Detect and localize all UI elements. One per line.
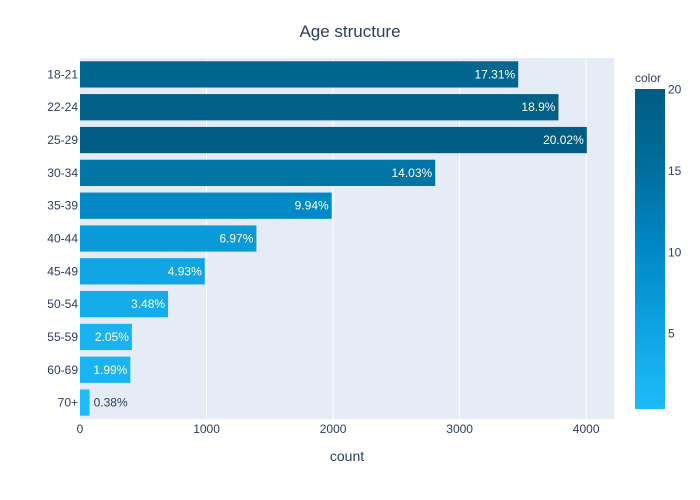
data-label: 20.02% bbox=[543, 133, 584, 147]
y-tick-labels: 18-21 22-24 25-29 30-34 35-39 40-44 45-49 50-54… bbox=[47, 67, 78, 409]
y-tick-label: 55-59 bbox=[47, 330, 78, 344]
data-label: 9.94% bbox=[295, 199, 329, 213]
bar bbox=[80, 323, 132, 351]
x-axis-title: count bbox=[330, 448, 364, 464]
y-tick-label: 50-54 bbox=[47, 297, 78, 311]
y-tick-label: 22-24 bbox=[47, 100, 78, 114]
data-label: 14.03% bbox=[391, 166, 432, 180]
data-label: 6.97% bbox=[219, 232, 253, 246]
data-label: 18.9% bbox=[521, 100, 555, 114]
data-label: 1.99% bbox=[93, 363, 127, 377]
bar bbox=[80, 159, 436, 186]
bar-labels: 17.31% 18.9% 20.02% 14.03% 9.94% 6.97% 4.93% 3.… bbox=[93, 67, 584, 409]
colorbar-gradient bbox=[635, 89, 665, 409]
x-tick-label: 3000 bbox=[446, 422, 473, 436]
colorbar-tick-label: 5 bbox=[668, 327, 675, 341]
bar bbox=[80, 291, 169, 318]
data-label: 4.93% bbox=[168, 264, 202, 278]
y-tick-label: 18-21 bbox=[47, 67, 78, 81]
data-label: 3.48% bbox=[131, 297, 165, 311]
colorbar: color 5 10 15 20 bbox=[635, 71, 682, 409]
y-tick-label: 40-44 bbox=[47, 232, 78, 246]
y-tick-label: 30-34 bbox=[47, 166, 78, 180]
x-tick-label: 2000 bbox=[320, 422, 347, 436]
bar bbox=[80, 225, 257, 252]
chart-title: Age structure bbox=[299, 22, 400, 41]
bar bbox=[80, 192, 332, 219]
y-tick-label: 60-69 bbox=[47, 363, 78, 377]
x-tick-label: 4000 bbox=[573, 422, 600, 436]
data-label: 17.31% bbox=[475, 67, 516, 81]
colorbar-title: color bbox=[635, 71, 661, 85]
bar bbox=[80, 356, 131, 383]
x-tick-label: 0 bbox=[77, 422, 84, 436]
data-label: 2.05% bbox=[95, 330, 129, 344]
y-tick-label: 45-49 bbox=[47, 264, 78, 278]
bar bbox=[80, 94, 559, 121]
bars bbox=[80, 61, 587, 416]
bar bbox=[80, 389, 90, 416]
x-tick-labels: 0 1000 2000 3000 4000 bbox=[77, 422, 600, 436]
bar bbox=[80, 258, 205, 285]
y-tick-label: 35-39 bbox=[47, 199, 78, 213]
colorbar-tick-label: 20 bbox=[668, 82, 682, 96]
bar bbox=[80, 61, 519, 88]
bar bbox=[80, 126, 587, 154]
colorbar-tick-label: 15 bbox=[668, 164, 682, 178]
data-label: 0.38% bbox=[94, 396, 128, 410]
y-tick-label: 25-29 bbox=[47, 133, 78, 147]
y-tick-label: 70+ bbox=[58, 396, 78, 410]
x-tick-label: 1000 bbox=[193, 422, 220, 436]
colorbar-tick-label: 10 bbox=[668, 245, 682, 259]
